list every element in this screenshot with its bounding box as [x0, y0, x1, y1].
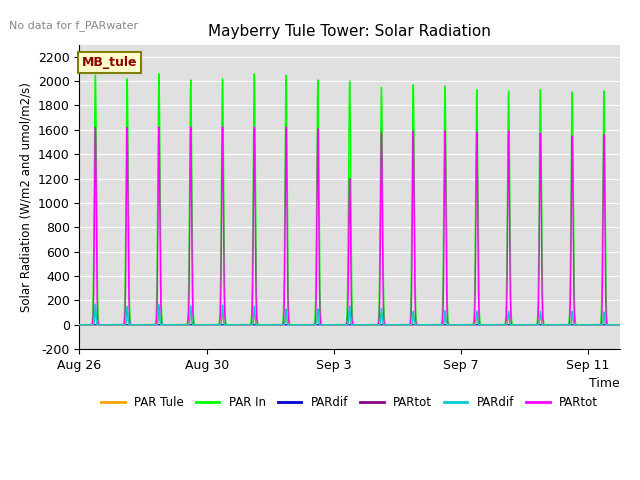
Legend: PAR Tule, PAR In, PARdif, PARtot, PARdif, PARtot: PAR Tule, PAR In, PARdif, PARtot, PARdif… — [97, 392, 603, 414]
Text: MB_tule: MB_tule — [82, 56, 138, 69]
Y-axis label: Solar Radiation (W/m2 and umol/m2/s): Solar Radiation (W/m2 and umol/m2/s) — [19, 82, 33, 312]
X-axis label: Time: Time — [589, 377, 620, 390]
Title: Mayberry Tule Tower: Solar Radiation: Mayberry Tule Tower: Solar Radiation — [208, 24, 491, 39]
Text: No data for f_PARwater: No data for f_PARwater — [9, 20, 138, 31]
